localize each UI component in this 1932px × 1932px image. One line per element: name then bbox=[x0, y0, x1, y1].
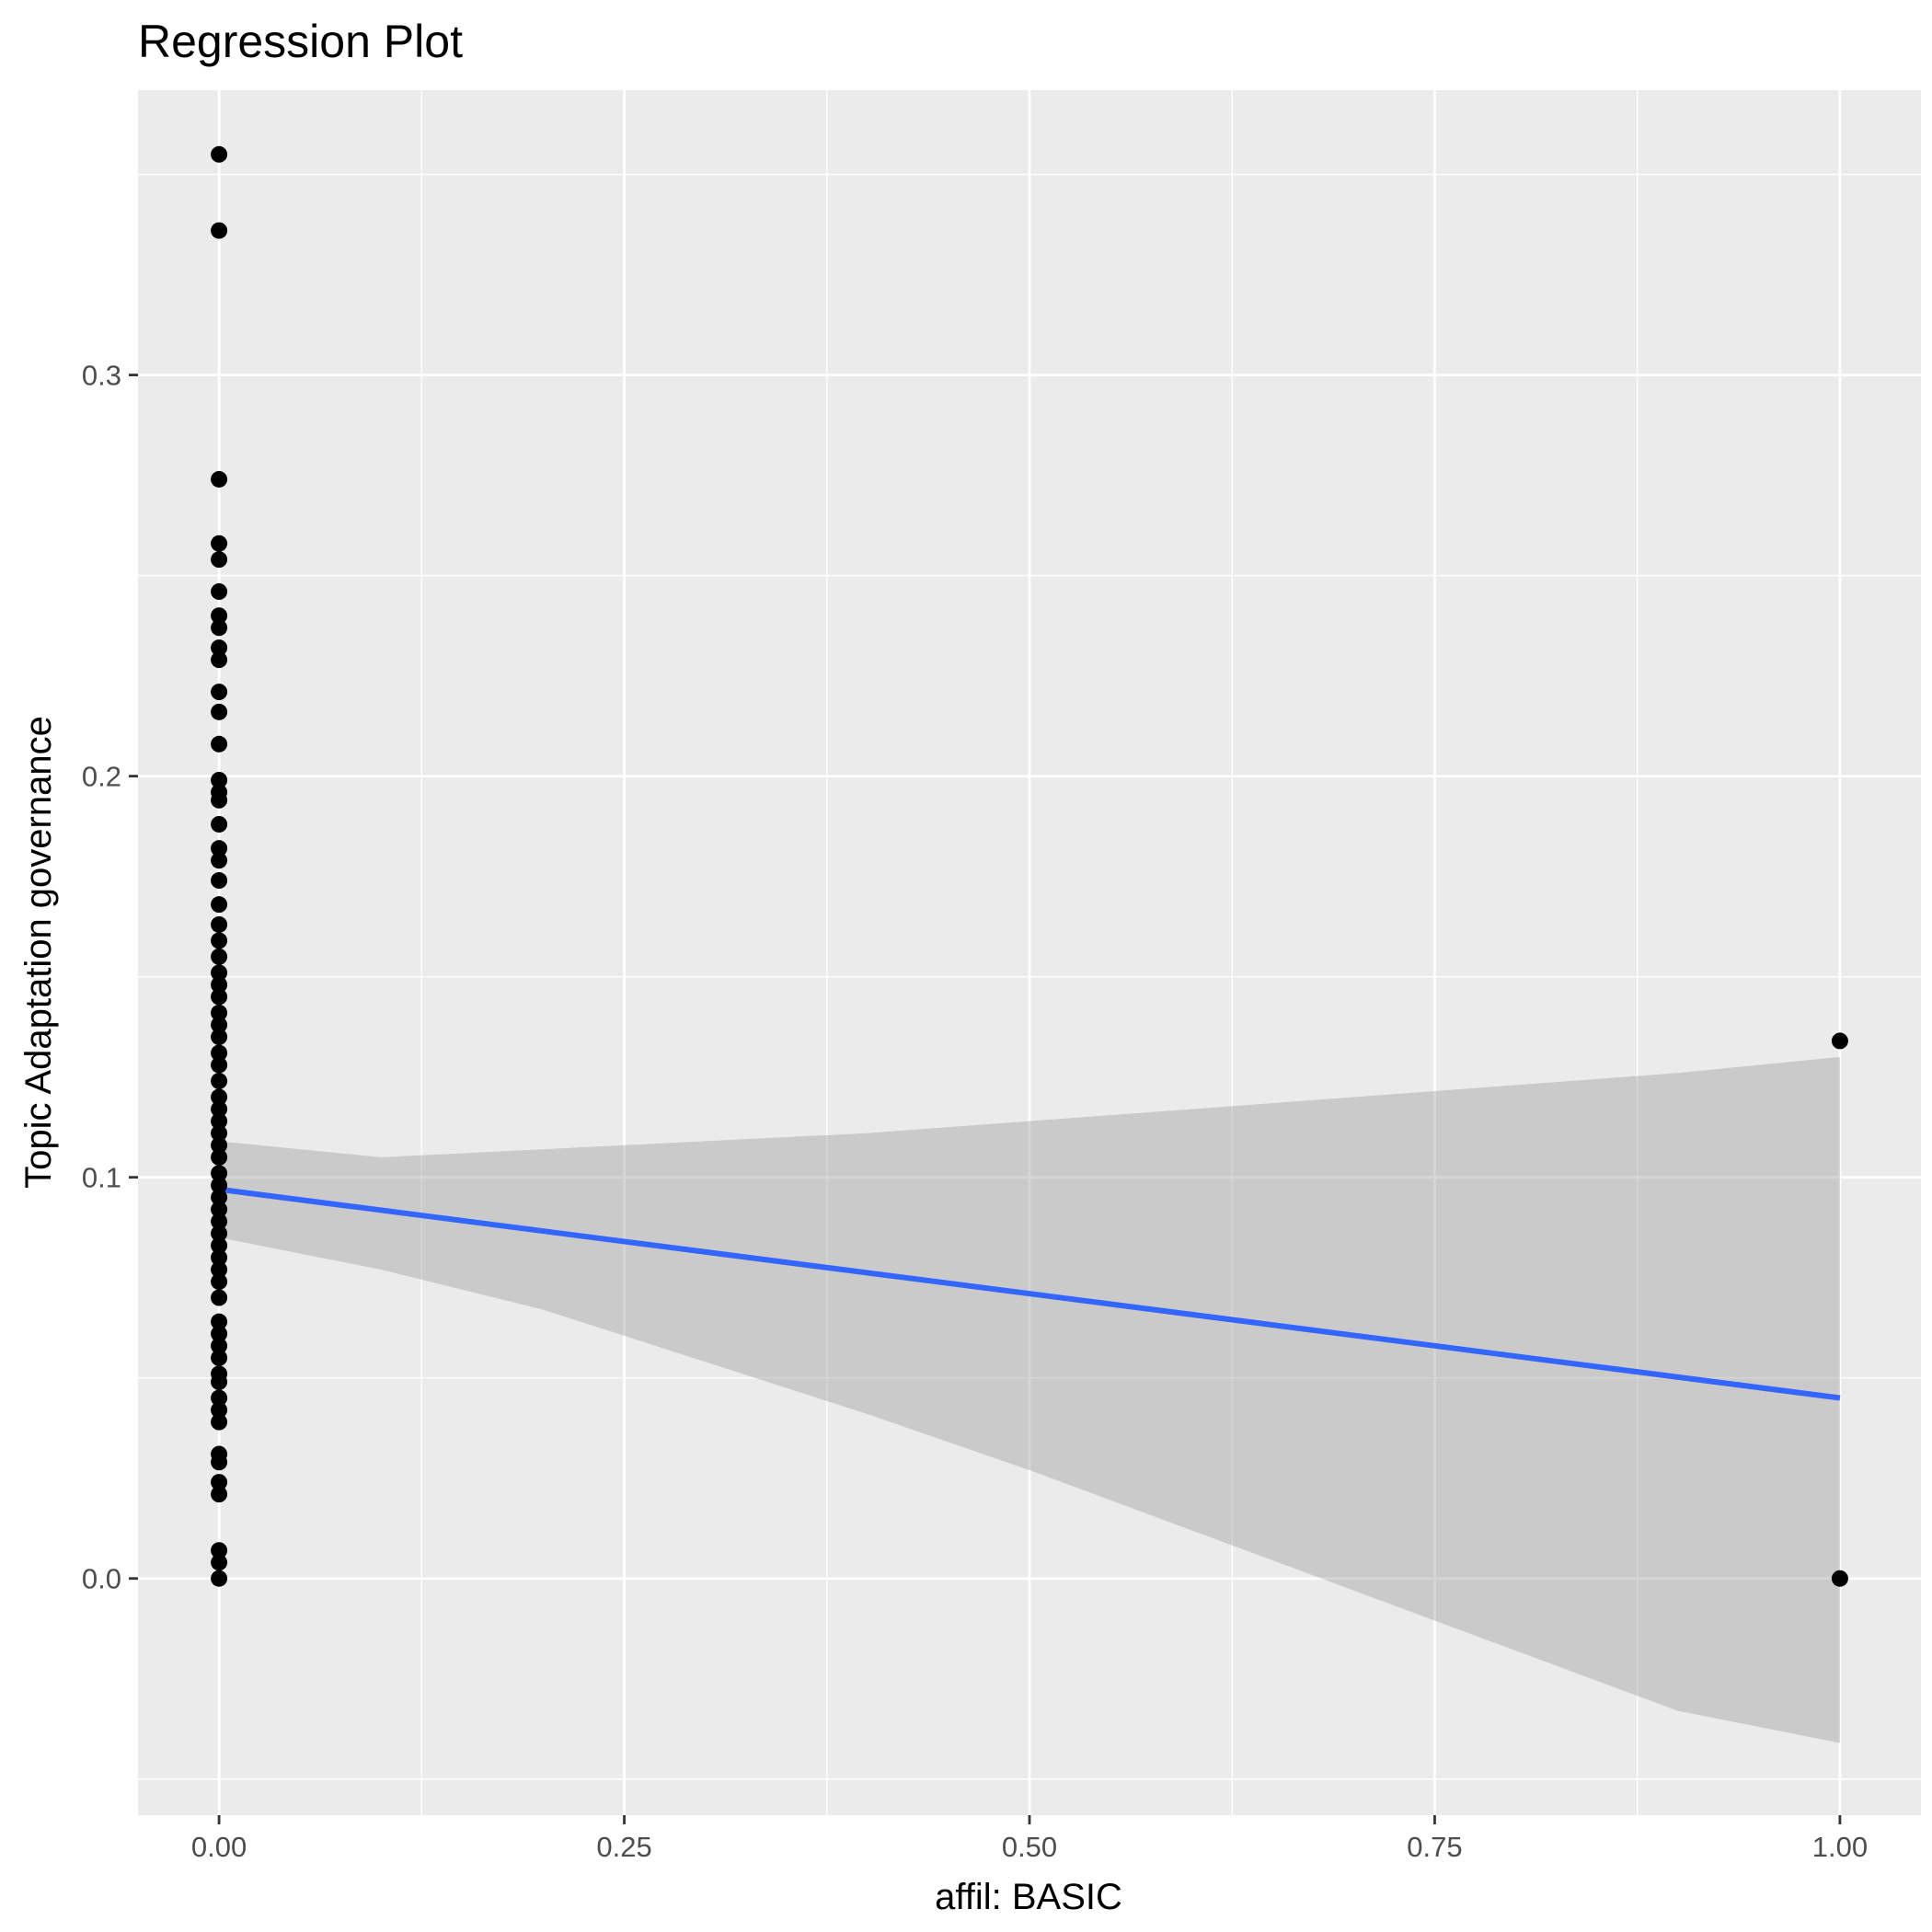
data-point bbox=[211, 684, 228, 701]
data-point bbox=[211, 1073, 228, 1090]
y-axis-title: Topic Adaptation governance bbox=[18, 716, 59, 1189]
data-point bbox=[211, 1374, 228, 1391]
data-point bbox=[211, 1248, 228, 1266]
y-tick-label: 0.1 bbox=[82, 1162, 121, 1194]
data-point bbox=[211, 1088, 228, 1106]
data-point bbox=[211, 1542, 228, 1559]
data-point bbox=[211, 976, 228, 994]
data-point bbox=[211, 1273, 228, 1291]
data-point bbox=[211, 1177, 228, 1194]
data-point bbox=[211, 1554, 228, 1571]
y-tick-label: 0.2 bbox=[82, 761, 121, 793]
data-point bbox=[211, 222, 228, 239]
data-point bbox=[211, 840, 228, 857]
chart-title: Regression Plot bbox=[138, 16, 463, 67]
data-point bbox=[211, 607, 228, 625]
data-point bbox=[211, 1124, 228, 1142]
data-point bbox=[211, 639, 228, 657]
data-point bbox=[211, 1201, 228, 1218]
data-point bbox=[1831, 1570, 1848, 1587]
data-point bbox=[211, 1337, 228, 1354]
data-point bbox=[211, 1148, 228, 1166]
data-points bbox=[211, 145, 1848, 1587]
data-point bbox=[211, 145, 228, 163]
data-point bbox=[211, 1213, 228, 1230]
y-tick-label: 0.3 bbox=[82, 360, 121, 392]
data-point bbox=[211, 1486, 228, 1503]
x-tick-label: 1.00 bbox=[1812, 1831, 1868, 1863]
data-point bbox=[211, 703, 228, 720]
regression-line-layer bbox=[218, 1186, 1841, 1401]
data-point bbox=[211, 896, 228, 914]
data-point bbox=[211, 651, 228, 669]
x-axis-title: affil: BASIC bbox=[935, 1877, 1122, 1917]
data-point bbox=[211, 1413, 228, 1431]
data-point bbox=[211, 1165, 228, 1182]
data-point bbox=[211, 791, 228, 809]
confidence-band bbox=[219, 1056, 1840, 1743]
data-point bbox=[211, 1100, 228, 1118]
data-point bbox=[211, 1044, 228, 1062]
data-point bbox=[211, 772, 228, 788]
data-point bbox=[211, 1189, 228, 1206]
y-axis: 0.0 0.1 0.2 0.3 bbox=[82, 360, 138, 1595]
data-point bbox=[211, 1260, 228, 1278]
confidence-band-layer bbox=[219, 1056, 1840, 1743]
data-point bbox=[211, 915, 228, 933]
data-point bbox=[211, 535, 228, 552]
data-point bbox=[211, 1325, 228, 1342]
data-point bbox=[211, 964, 228, 982]
data-point bbox=[1831, 1032, 1848, 1050]
data-point bbox=[211, 1029, 228, 1046]
x-tick-label: 0.50 bbox=[1002, 1831, 1057, 1863]
data-point bbox=[211, 1313, 228, 1330]
data-point bbox=[211, 815, 228, 833]
data-point bbox=[211, 1289, 228, 1306]
data-point bbox=[211, 1474, 228, 1491]
data-point bbox=[211, 1401, 228, 1419]
x-tick-label: 0.00 bbox=[191, 1831, 247, 1863]
data-point bbox=[211, 1349, 228, 1366]
data-point bbox=[211, 1570, 228, 1587]
data-point bbox=[211, 1112, 228, 1130]
data-point bbox=[211, 1004, 228, 1021]
data-point bbox=[211, 988, 228, 1006]
x-tick-label: 0.75 bbox=[1407, 1831, 1462, 1863]
data-point bbox=[211, 1389, 228, 1407]
data-point bbox=[211, 735, 228, 753]
data-point bbox=[211, 1225, 228, 1242]
y-tick-label: 0.0 bbox=[82, 1563, 121, 1595]
x-tick-label: 0.25 bbox=[596, 1831, 651, 1863]
data-point bbox=[211, 1236, 228, 1254]
data-point bbox=[211, 872, 228, 890]
data-point bbox=[211, 932, 228, 949]
regression-line bbox=[218, 1186, 1841, 1401]
data-point bbox=[211, 948, 228, 965]
data-point bbox=[211, 1454, 228, 1471]
data-point bbox=[211, 619, 228, 637]
data-point bbox=[211, 852, 228, 869]
x-axis: 0.00 0.25 0.50 0.75 1.00 bbox=[191, 1815, 1868, 1863]
data-point bbox=[211, 1136, 228, 1154]
data-point bbox=[211, 470, 228, 488]
data-point bbox=[211, 1056, 228, 1074]
data-point bbox=[211, 583, 228, 601]
data-point bbox=[211, 551, 228, 569]
data-point bbox=[211, 1016, 228, 1033]
